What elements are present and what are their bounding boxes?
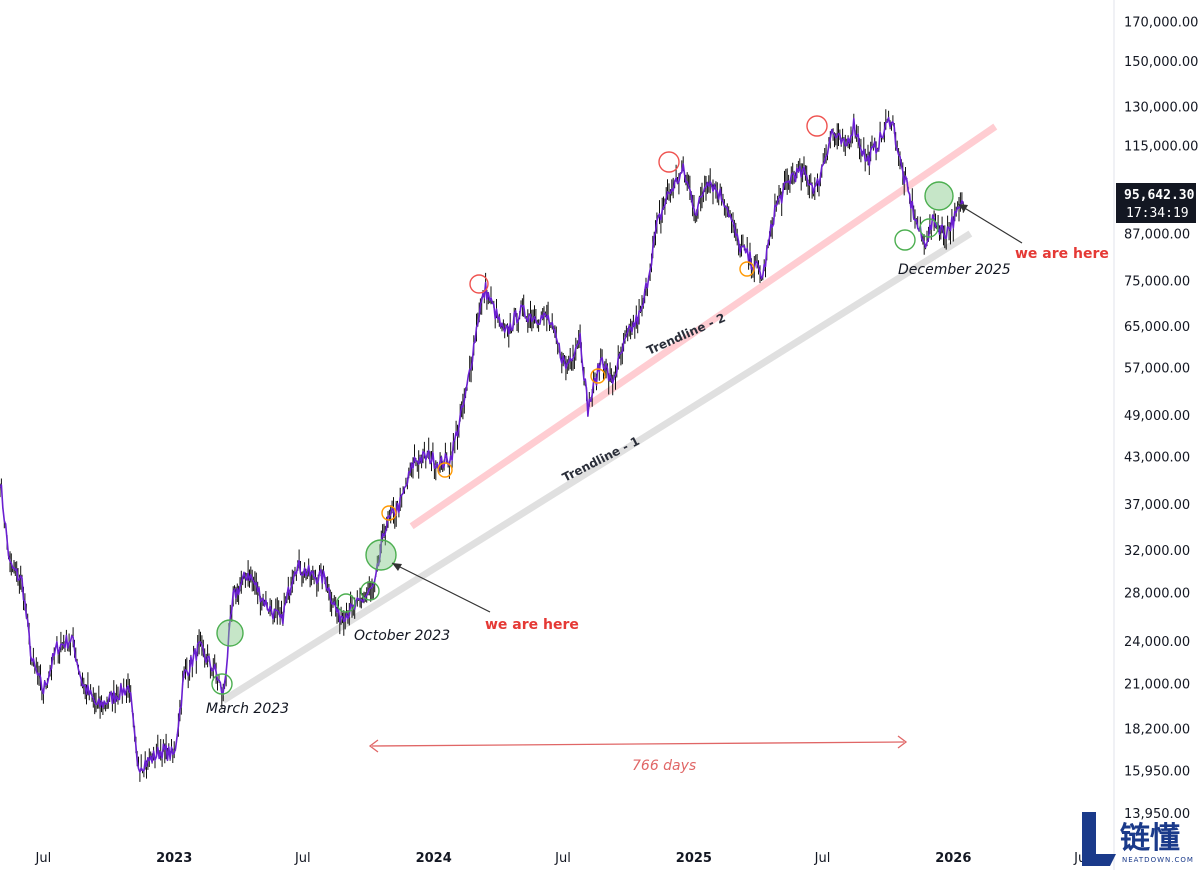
marker-sep-2023-low-a	[336, 593, 356, 613]
arrow-head-2	[958, 204, 968, 212]
time-axis[interactable]: Jul2023Jul2024Jul2025Jul2026Jul	[35, 851, 1090, 866]
y-tick-label: 18,200.00	[1124, 723, 1190, 738]
arrow-line-1	[391, 562, 491, 613]
trendline-2[interactable]	[409, 123, 998, 530]
x-tick-label: Jul	[35, 851, 52, 866]
marker-jan-2026-fill	[924, 181, 954, 211]
date-label-december-2025: December 2025	[898, 262, 1011, 278]
x-tick-label: 2025	[676, 851, 712, 866]
y-tick-label: 115,000.00	[1124, 139, 1198, 154]
y-tick-label: 24,000.00	[1124, 635, 1190, 650]
trendline-1-label: Trendline - 1	[560, 434, 642, 485]
y-tick-label: 49,000.00	[1124, 409, 1190, 424]
arrow-head-1	[392, 563, 402, 571]
y-tick-label: 15,950.00	[1124, 764, 1190, 779]
marker-dec-2025-low-b	[919, 218, 939, 238]
days-span-label: 766 days	[632, 758, 696, 774]
y-tick-label: 87,000.00	[1124, 228, 1190, 243]
marker-tl2-touch-1	[381, 505, 397, 521]
marker-march-2023-low	[211, 673, 233, 695]
current-price-tag: 95,642.30 17:34:19	[1116, 183, 1196, 223]
y-tick-label: 13,950.00	[1124, 807, 1190, 822]
x-tick-label: Jul	[294, 851, 311, 866]
arrow-line-2	[957, 203, 1023, 244]
days-span-arrow-right	[897, 735, 908, 749]
marker-oct-2023-fill	[365, 539, 397, 571]
x-tick-label: Jul	[814, 851, 831, 866]
watermark-subtext: NEATDOWN.COM	[1122, 856, 1194, 864]
neatdown-watermark-logo: 链懂 NEATDOWN.COM	[1082, 812, 1194, 866]
days-span-arrow-left	[368, 739, 379, 753]
y-tick-label: 65,000.00	[1124, 320, 1190, 335]
y-tick-label: 170,000.00	[1124, 16, 1198, 31]
date-label-march-2023: March 2023	[206, 701, 289, 717]
y-tick-label: 130,000.00	[1124, 101, 1198, 116]
y-tick-label: 32,000.00	[1124, 544, 1190, 559]
current-price-label: 95,642.30	[1124, 188, 1195, 203]
we-are-here-label-1: we are here	[485, 617, 579, 633]
date-label-october-2023: October 2023	[354, 628, 450, 644]
y-tick-label: 75,000.00	[1124, 275, 1190, 290]
we-are-here-label-2: we are here	[1015, 246, 1109, 262]
x-tick-label: 2026	[935, 851, 971, 866]
marker-dec-2025-low-a	[894, 229, 916, 251]
marker-dec-2024-high	[658, 151, 680, 173]
marker-tl2-touch-4	[739, 261, 755, 277]
y-tick-label: 150,000.00	[1124, 55, 1198, 70]
price-axis-background	[1114, 0, 1200, 870]
y-tick-label: 43,000.00	[1124, 451, 1190, 466]
watermark-l-mark	[1082, 812, 1116, 866]
days-span-line	[371, 741, 905, 747]
price-wicks	[0, 109, 964, 782]
marker-tl2-touch-2	[437, 462, 453, 478]
trendline-2-label: Trendline - 2	[645, 311, 728, 358]
current-price-tag-bg	[1116, 183, 1196, 223]
y-tick-label: 21,000.00	[1124, 677, 1190, 692]
y-tick-label: 57,000.00	[1124, 361, 1190, 376]
annotation-layer: Trendline - 1 Trendline - 2 March 2023 O…	[206, 203, 1109, 774]
price-series-layer	[0, 109, 965, 782]
x-tick-label: 2024	[416, 851, 452, 866]
x-tick-label: 2023	[156, 851, 192, 866]
y-tick-label: 28,000.00	[1124, 586, 1190, 601]
marker-aug-2025-high	[806, 115, 828, 137]
pivot-marker-layer	[211, 115, 954, 695]
watermark-text: 链懂	[1120, 821, 1180, 856]
y-tick-label: 37,000.00	[1124, 498, 1190, 513]
marker-march-2023-fill	[216, 619, 244, 647]
marker-sep-2023-low-b	[360, 581, 380, 601]
marker-tl2-touch-3	[590, 368, 606, 384]
countdown-timer-label: 17:34:19	[1126, 206, 1189, 221]
x-tick-label: Jul	[554, 851, 571, 866]
price-line	[0, 116, 965, 773]
marker-mar-2024-high	[469, 274, 489, 294]
